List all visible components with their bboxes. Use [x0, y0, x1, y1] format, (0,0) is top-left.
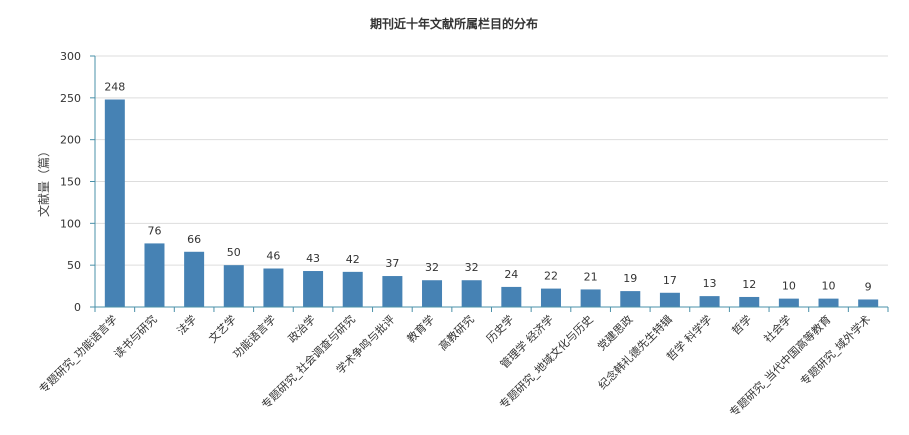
bar [223, 265, 244, 307]
y-tick-label: 200 [60, 134, 81, 147]
bar-value-label: 42 [346, 253, 360, 266]
bar [739, 296, 760, 307]
x-tick-label: 党建思政 [594, 312, 635, 353]
bar [461, 280, 482, 307]
bars [104, 99, 879, 307]
bar-value-label: 22 [544, 270, 558, 283]
bar [263, 268, 284, 307]
bar-value-label: 13 [703, 277, 717, 290]
x-tick-label: 文艺学 [206, 312, 239, 345]
bar [104, 99, 125, 307]
x-tick-label: 历史学 [483, 312, 516, 345]
bar-value-label: 19 [623, 272, 637, 285]
y-tick-label: 300 [60, 50, 81, 63]
bar [778, 298, 799, 307]
y-tick-label: 50 [67, 259, 81, 272]
bar-value-label: 10 [822, 280, 836, 293]
bar [342, 271, 363, 307]
bar-value-label: 50 [227, 246, 241, 259]
bar [620, 291, 641, 307]
bar [540, 288, 561, 307]
bar [659, 292, 680, 307]
x-tick-label: 法学 [174, 312, 199, 337]
bar-value-label: 9 [865, 280, 872, 293]
y-tick-label: 100 [60, 217, 81, 230]
x-tick-label: 高教研究 [436, 312, 477, 353]
y-tick-label: 250 [60, 92, 81, 105]
y-tick-labels: 0 50 100 150 200 250 300 [60, 50, 81, 314]
bar [144, 243, 165, 307]
bar [818, 298, 839, 307]
bar-value-label: 32 [425, 261, 439, 274]
x-tick-label: 政治学 [285, 312, 318, 345]
x-tick-label: 教育学 [404, 312, 437, 345]
bar [422, 280, 443, 307]
x-tick-label: 专题研究_域外学术 [797, 312, 873, 388]
axes [90, 55, 889, 312]
y-tick-label: 0 [74, 301, 81, 314]
bar [303, 271, 324, 307]
bar [501, 286, 522, 307]
bar-value-label: 43 [306, 252, 320, 265]
bar [184, 251, 205, 307]
bar [580, 289, 601, 307]
chart-title: 期刊近十年文献所属栏目的分布 [370, 16, 538, 31]
bar-value-label: 46 [266, 250, 280, 263]
x-tick-label: 社会学 [761, 312, 794, 345]
x-tick-label: 纪念韩礼德先生特辑 [595, 312, 675, 392]
y-axis-title: 文献量（篇） [36, 145, 51, 217]
bar-value-label: 76 [147, 224, 161, 237]
bar-value-label: 248 [104, 81, 125, 94]
bar-value-label: 12 [742, 278, 756, 291]
x-tick-label: 哲学 [729, 312, 754, 337]
gridlines [95, 55, 888, 266]
bar-value-label: 37 [385, 257, 399, 270]
bar-value-label: 17 [663, 274, 677, 287]
bar-value-label: 32 [465, 261, 479, 274]
bar-value-label: 66 [187, 233, 201, 246]
x-tick-label: 功能语言学 [230, 312, 279, 361]
bar-value-label: 24 [504, 268, 518, 281]
x-tick-label: 读书与研究 [111, 312, 160, 361]
bar-value-label: 10 [782, 280, 796, 293]
x-tick-label: 专题研究_功能语言学 [36, 312, 120, 396]
y-tick-label: 150 [60, 176, 81, 189]
bar-value-label: 21 [584, 270, 598, 283]
bar [699, 296, 720, 307]
bar [382, 276, 403, 307]
data-labels: 248 76 66 50 46 43 42 37 32 32 24 22 21 19 17 13 12 10 10 9 [104, 81, 871, 294]
bar [858, 299, 879, 307]
